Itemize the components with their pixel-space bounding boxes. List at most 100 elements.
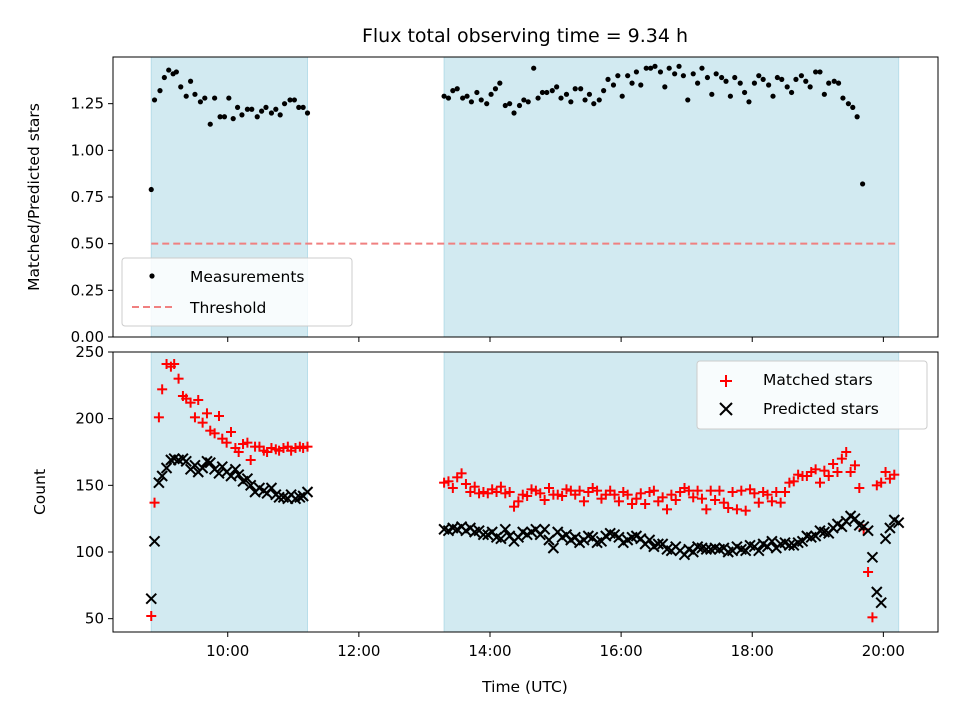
matched-point	[526, 484, 537, 495]
matched-point	[867, 612, 878, 623]
matched-point	[491, 487, 502, 497]
measurement-point	[652, 63, 658, 69]
matched-point	[456, 468, 467, 479]
predicted-point	[875, 596, 887, 609]
matched-point	[854, 483, 865, 493]
measurement-point	[464, 93, 470, 99]
matched-point	[609, 489, 620, 500]
matched-point	[495, 481, 506, 492]
matched-point	[692, 485, 703, 496]
predicted-point	[232, 468, 245, 481]
legend-measurements-label: Measurements	[190, 268, 305, 286]
matched-point	[814, 477, 825, 488]
matched-point	[478, 487, 489, 497]
measurement-point	[854, 114, 860, 120]
matched-point	[535, 488, 546, 499]
measurement-point	[535, 95, 541, 101]
matched-point	[238, 439, 249, 449]
bottom-y-tick-label-1: 100	[75, 543, 104, 561]
top-panel-frame	[112, 56, 939, 338]
measurement-point	[610, 82, 617, 88]
legend-matched-label: Matched stars	[763, 371, 873, 389]
measurement-point	[497, 80, 503, 86]
legend-threshold-label: Threshold	[189, 299, 266, 317]
matched-point	[578, 496, 589, 507]
predicted-point	[783, 539, 796, 552]
measurement-point	[173, 69, 179, 75]
top-y-tick-label-2: 0.50	[71, 235, 104, 253]
predicted-point	[294, 491, 306, 504]
measurement-point	[244, 106, 251, 112]
predicted-point	[229, 463, 242, 476]
measurement-point	[249, 106, 255, 112]
matched-point	[557, 491, 568, 501]
matched-point	[841, 447, 852, 457]
measurement-point	[813, 69, 819, 75]
measurement-point	[226, 95, 232, 101]
matched-point	[242, 437, 253, 448]
measurement-point	[817, 69, 823, 75]
matched-point	[539, 495, 550, 505]
measurement-point	[230, 116, 236, 122]
matched-point	[543, 483, 554, 493]
measurement-point	[268, 110, 275, 116]
measurement-point	[676, 63, 682, 69]
legend-measurements-marker	[149, 273, 155, 279]
bottom-panel: 10:00 12:00 14:00 16:00 18:00 20:00 50 100 150 20…	[31, 343, 939, 696]
matched-point	[157, 384, 168, 395]
measurement-point	[468, 99, 475, 105]
measurement-point	[445, 95, 452, 101]
measurement-point	[779, 76, 785, 82]
measurement-point	[619, 93, 625, 99]
matched-point	[631, 493, 642, 504]
predicted-point	[148, 535, 161, 548]
bottom-panel-legend: Matched stars Predicted stars	[696, 360, 928, 430]
measurement-point	[151, 97, 158, 103]
measurement-point	[148, 186, 154, 193]
predicted-point	[145, 592, 157, 605]
legend-predicted-marker	[719, 402, 733, 416]
measurement-point	[221, 114, 228, 120]
measurement-point	[803, 78, 809, 84]
bottom-panel-frame	[112, 351, 939, 633]
predicted-point	[160, 462, 173, 474]
matched-point	[670, 495, 681, 505]
matched-point	[644, 487, 655, 497]
matched-point	[169, 359, 180, 369]
top-legend-box	[121, 257, 353, 327]
predicted-point	[244, 479, 257, 492]
measurement-point	[492, 86, 499, 92]
measurement-point	[774, 74, 780, 81]
matched-point	[517, 489, 528, 500]
measurement-point	[723, 78, 729, 84]
matched-point	[845, 467, 856, 477]
matched-point	[828, 459, 839, 469]
top-y-tick-label-0: 0.00	[71, 328, 104, 346]
measurement-point	[643, 65, 649, 71]
matched-point	[780, 487, 791, 497]
predicted-point	[189, 459, 201, 472]
matched-point	[146, 611, 157, 621]
measurement-point	[549, 88, 555, 94]
measurement-point	[454, 86, 460, 92]
matched-point	[819, 465, 830, 476]
bottom-y-tick-label-0: 50	[85, 610, 104, 628]
matched-point	[173, 373, 184, 384]
x-tick-label-2: 14:00	[468, 642, 511, 660]
top-panel-shading	[150, 56, 900, 338]
bottom-y-tick-label-3: 200	[75, 410, 104, 428]
matched-point	[880, 467, 891, 477]
measurement-point	[300, 104, 306, 110]
matched-point	[657, 492, 668, 503]
measurement-point	[746, 99, 752, 105]
measurement-point	[666, 65, 672, 71]
measurement-point	[845, 101, 851, 107]
measurement-point	[680, 73, 686, 79]
matched-point	[775, 497, 786, 508]
measurement-point	[441, 93, 447, 99]
top-panel-series	[148, 63, 899, 245]
matched-point	[213, 411, 224, 421]
measurement-point	[568, 99, 574, 105]
chart-title: Flux total observing time = 9.34 h	[362, 25, 688, 47]
predicted-point	[156, 470, 168, 482]
